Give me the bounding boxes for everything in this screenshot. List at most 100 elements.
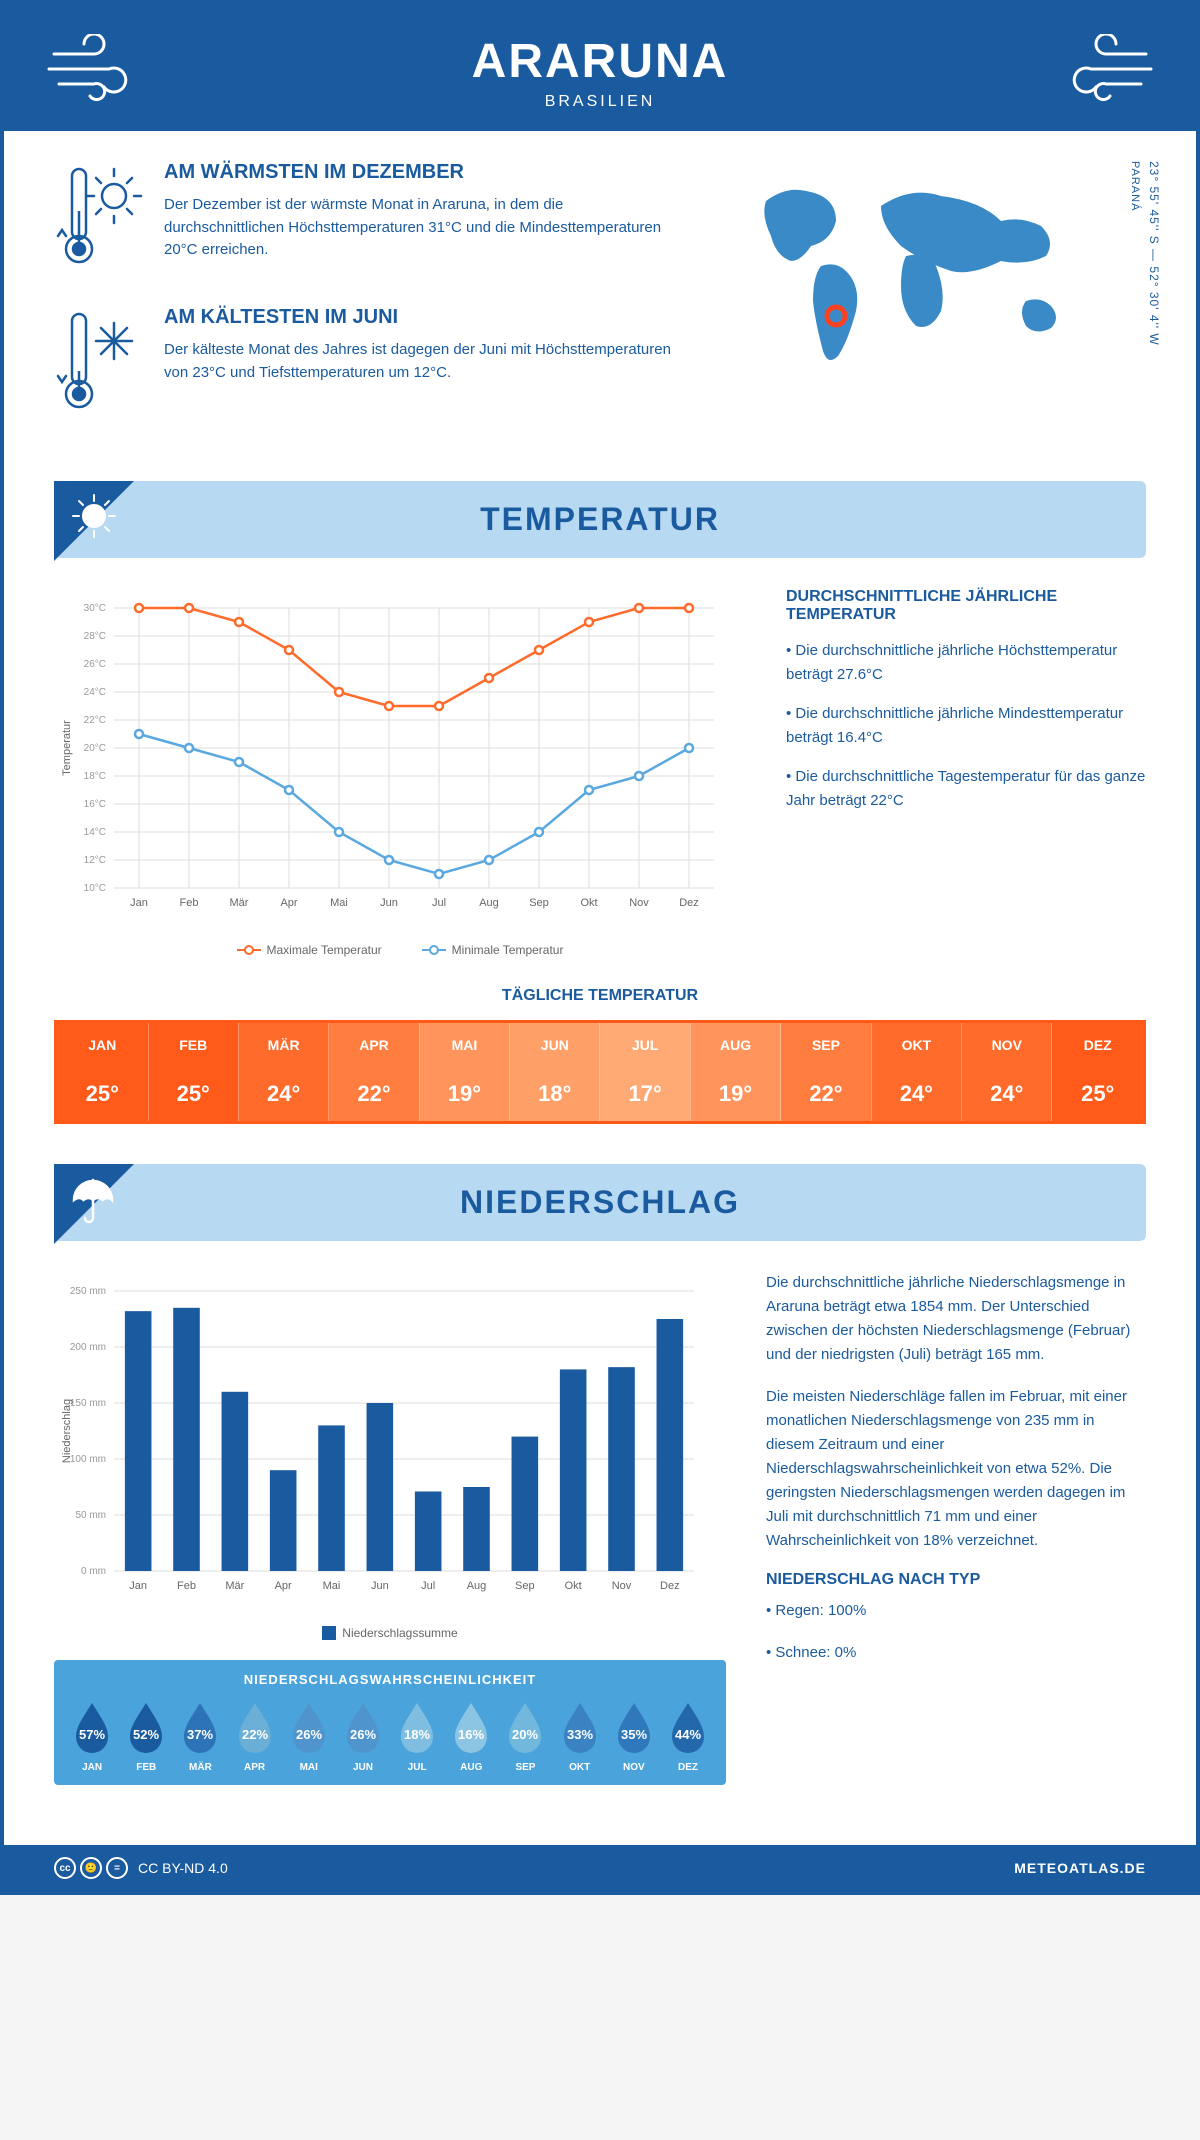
svg-text:18°C: 18°C bbox=[84, 771, 106, 782]
svg-text:20%: 20% bbox=[512, 1727, 538, 1742]
sun-icon bbox=[69, 491, 119, 546]
svg-text:35%: 35% bbox=[621, 1727, 647, 1742]
svg-text:Niederschlag: Niederschlag bbox=[61, 1399, 73, 1463]
probability-drop: 57% JAN bbox=[66, 1699, 118, 1773]
svg-text:Sep: Sep bbox=[529, 897, 549, 909]
svg-text:Apr: Apr bbox=[275, 1580, 292, 1592]
svg-text:16°C: 16°C bbox=[84, 799, 106, 810]
map-coordinates: 23° 55' 45'' S — 52° 30' 4'' W bbox=[1147, 161, 1161, 346]
precip-legend: Niederschlagssumme bbox=[54, 1626, 726, 1640]
temp-bullet: • Die durchschnittliche jährliche Höchst… bbox=[786, 639, 1146, 687]
svg-text:200 mm: 200 mm bbox=[70, 1342, 106, 1353]
svg-text:Feb: Feb bbox=[180, 897, 199, 909]
svg-text:150 mm: 150 mm bbox=[70, 1398, 106, 1409]
world-map: PARANÁ 23° 55' 45'' S — 52° 30' 4'' W bbox=[726, 161, 1146, 451]
svg-text:Aug: Aug bbox=[467, 1580, 487, 1592]
svg-text:Mai: Mai bbox=[330, 897, 348, 909]
temperature-title: TEMPERATUR bbox=[54, 501, 1146, 538]
intro-section: AM WÄRMSTEN IM DEZEMBER Der Dezember ist… bbox=[54, 161, 1146, 451]
svg-text:26°C: 26°C bbox=[84, 659, 106, 670]
warmest-block: AM WÄRMSTEN IM DEZEMBER Der Dezember ist… bbox=[54, 161, 686, 276]
probability-drop: 26% MAI bbox=[283, 1699, 335, 1773]
license-text: CC BY-ND 4.0 bbox=[138, 1860, 228, 1876]
svg-text:12°C: 12°C bbox=[84, 855, 106, 866]
precip-paragraph: Die meisten Niederschläge fallen im Febr… bbox=[766, 1385, 1146, 1553]
svg-text:52%: 52% bbox=[133, 1727, 159, 1742]
precip-title: NIEDERSCHLAG bbox=[54, 1184, 1146, 1221]
probability-drops: 57% JAN 52% FEB 37% MÄR 22% APR bbox=[66, 1699, 714, 1773]
daily-temp-table: JANFEBMÄRAPRMAIJUNJULAUGSEPOKTNOVDEZ25°2… bbox=[54, 1020, 1146, 1124]
svg-text:0 mm: 0 mm bbox=[81, 1566, 106, 1577]
map-region-label: PARANÁ bbox=[1129, 161, 1141, 211]
probability-drop: 52% FEB bbox=[120, 1699, 172, 1773]
svg-text:Nov: Nov bbox=[629, 897, 649, 909]
svg-text:14°C: 14°C bbox=[84, 827, 106, 838]
svg-text:Jul: Jul bbox=[432, 897, 446, 909]
daily-temp-title: TÄGLICHE TEMPERATUR bbox=[54, 987, 1146, 1005]
page-header: ARARUNA BRASILIEN bbox=[4, 4, 1196, 131]
precip-legend-label: Niederschlagssumme bbox=[342, 1626, 457, 1640]
content: AM WÄRMSTEN IM DEZEMBER Der Dezember ist… bbox=[4, 131, 1196, 1845]
svg-text:Feb: Feb bbox=[177, 1580, 196, 1592]
probability-drop: 18% JUL bbox=[391, 1699, 443, 1773]
svg-text:Jan: Jan bbox=[129, 1580, 147, 1592]
temperature-section: 10°C12°C14°C16°C18°C20°C22°C24°C26°C28°C… bbox=[54, 588, 1146, 957]
umbrella-icon bbox=[66, 1172, 121, 1232]
svg-text:Okt: Okt bbox=[565, 1580, 582, 1592]
svg-text:16%: 16% bbox=[458, 1727, 484, 1742]
probability-title: NIEDERSCHLAGSWAHRSCHEINLICHKEIT bbox=[66, 1672, 714, 1687]
svg-text:Jun: Jun bbox=[371, 1580, 389, 1592]
temperature-legend: Maximale Temperatur Minimale Temperatur bbox=[54, 943, 746, 957]
warmest-title: AM WÄRMSTEN IM DEZEMBER bbox=[164, 161, 686, 184]
svg-text:33%: 33% bbox=[567, 1727, 593, 1742]
precip-type-title: NIEDERSCHLAG NACH TYP bbox=[766, 1571, 1146, 1589]
svg-text:250 mm: 250 mm bbox=[70, 1286, 106, 1297]
svg-text:50 mm: 50 mm bbox=[75, 1510, 106, 1521]
probability-drop: 35% NOV bbox=[608, 1699, 660, 1773]
svg-text:Mär: Mär bbox=[230, 897, 249, 909]
temp-bullet: • Die durchschnittliche Tagestemperatur … bbox=[786, 765, 1146, 813]
svg-text:22%: 22% bbox=[242, 1727, 268, 1742]
svg-text:Jun: Jun bbox=[380, 897, 398, 909]
svg-text:37%: 37% bbox=[187, 1727, 213, 1742]
probability-drop: 22% APR bbox=[229, 1699, 281, 1773]
svg-text:Okt: Okt bbox=[580, 897, 597, 909]
thermometer-hot-icon bbox=[54, 161, 144, 276]
page: ARARUNA BRASILIEN AM WÄRMSTEN IM DEZEMBE… bbox=[0, 0, 1200, 1895]
svg-text:Mär: Mär bbox=[225, 1580, 244, 1592]
precip-type-bullet: • Schnee: 0% bbox=[766, 1641, 1146, 1665]
precip-left-column: 0 mm 50 mm 100 mm 150 mm 200 mm 250 mm Jan Feb M… bbox=[54, 1271, 726, 1785]
location-title: ARARUNA bbox=[4, 34, 1196, 89]
probability-drop: 16% AUG bbox=[445, 1699, 497, 1773]
precip-section-header: NIEDERSCHLAG bbox=[54, 1164, 1146, 1241]
temperature-info: DURCHSCHNITTLICHE JÄHRLICHE TEMPERATUR •… bbox=[786, 588, 1146, 957]
svg-text:18%: 18% bbox=[404, 1727, 430, 1742]
svg-text:Mai: Mai bbox=[323, 1580, 341, 1592]
svg-text:100 mm: 100 mm bbox=[70, 1454, 106, 1465]
footer-site: METEOATLAS.DE bbox=[1014, 1860, 1146, 1876]
coldest-text: Der kälteste Monat des Jahres ist dagege… bbox=[164, 339, 686, 384]
svg-text:Apr: Apr bbox=[280, 897, 297, 909]
svg-text:10°C: 10°C bbox=[84, 883, 106, 894]
page-footer: cc 🙂 = CC BY-ND 4.0 METEOATLAS.DE bbox=[4, 1845, 1196, 1891]
by-icon: 🙂 bbox=[80, 1857, 102, 1879]
svg-text:26%: 26% bbox=[296, 1727, 322, 1742]
precip-chart: 0 mm 50 mm 100 mm 150 mm 200 mm 250 mm Jan Feb M… bbox=[54, 1271, 714, 1611]
svg-text:30°C: 30°C bbox=[84, 603, 106, 614]
temp-info-title: DURCHSCHNITTLICHE JÄHRLICHE TEMPERATUR bbox=[786, 588, 1146, 624]
probability-drop: 20% SEP bbox=[499, 1699, 551, 1773]
svg-text:Jan: Jan bbox=[130, 897, 148, 909]
wind-icon bbox=[1046, 34, 1156, 109]
precip-text-column: Die durchschnittliche jährliche Niedersc… bbox=[766, 1271, 1146, 1785]
svg-text:26%: 26% bbox=[350, 1727, 376, 1742]
temperature-chart: 10°C12°C14°C16°C18°C20°C22°C24°C26°C28°C… bbox=[54, 588, 746, 957]
intro-text-column: AM WÄRMSTEN IM DEZEMBER Der Dezember ist… bbox=[54, 161, 686, 451]
svg-text:Nov: Nov bbox=[612, 1580, 632, 1592]
coldest-block: AM KÄLTESTEN IM JUNI Der kälteste Monat … bbox=[54, 306, 686, 421]
svg-text:22°C: 22°C bbox=[84, 715, 106, 726]
svg-text:44%: 44% bbox=[675, 1727, 701, 1742]
svg-text:Temperatur: Temperatur bbox=[61, 720, 73, 776]
svg-text:Aug: Aug bbox=[479, 897, 499, 909]
precip-section: 0 mm 50 mm 100 mm 150 mm 200 mm 250 mm Jan Feb M… bbox=[54, 1271, 1146, 1785]
probability-drop: 44% DEZ bbox=[662, 1699, 714, 1773]
